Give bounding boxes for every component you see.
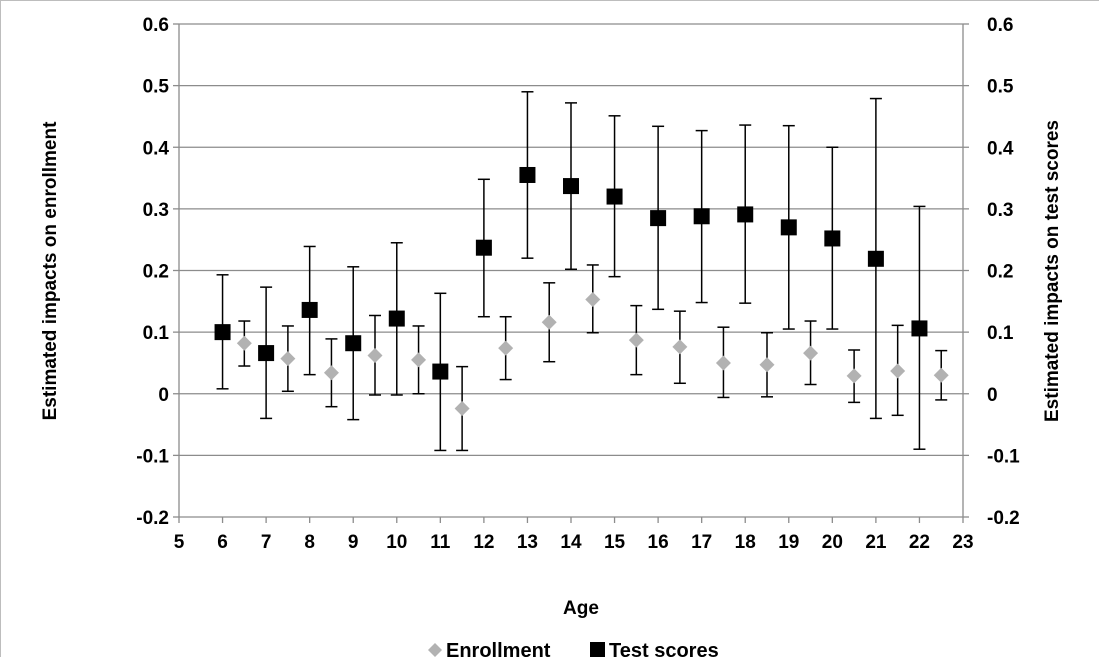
x-tick-label: 22: [909, 532, 930, 553]
y-tick-label-right: -0.2: [987, 508, 1020, 529]
enrollment-point: [846, 368, 862, 384]
test-scores-point: [432, 363, 449, 380]
y-tick-label-right: 0.3: [987, 200, 1013, 221]
test-scores-point: [345, 335, 362, 352]
x-tick-label: 14: [560, 532, 582, 553]
y-tick-label-right: 0.5: [987, 77, 1014, 98]
y-tick-label-left: -0.1: [136, 446, 169, 467]
x-tick-label: 23: [952, 532, 973, 553]
y-tick-label-right: 0.6: [987, 15, 1013, 36]
x-ticks: 5 6 7 8 9 10 11 12 13 14 15 16 17 18 19 20 21 22 23: [174, 532, 974, 553]
x-tick-label: 11: [430, 532, 451, 553]
x-tick-label: 6: [217, 532, 228, 553]
x-tick-label: 20: [822, 532, 843, 553]
x-tick-label: 15: [604, 532, 626, 553]
test-scores-point: [911, 320, 928, 337]
axes: [173, 23, 969, 523]
test-scores-point: [519, 166, 536, 183]
enrollment-point: [890, 363, 906, 379]
y-tick-label-right: 0.4: [987, 138, 1014, 159]
enrollment-point: [323, 365, 339, 381]
enrollment-point: [759, 357, 775, 373]
y-tick-label-left: 0.1: [143, 323, 170, 344]
x-tick-label: 10: [386, 532, 407, 553]
x-axis-title: Age: [563, 598, 599, 619]
y-ticks-right: -0.2 -0.1 0 0.1 0.2 0.3 0.4 0.5 0.6: [987, 15, 1020, 529]
y-tick-label-left: 0.6: [143, 15, 169, 36]
test-scores-point: [606, 188, 623, 205]
legend-test-scores-label: Test scores: [609, 640, 719, 658]
y-tick-label-right: 0: [987, 385, 998, 406]
legend-test-scores-icon: [590, 642, 605, 657]
test-scores-point: [867, 250, 884, 267]
test-scores-point: [780, 219, 797, 236]
enrollment-point: [803, 345, 819, 361]
y-tick-label-left: 0.3: [143, 200, 169, 221]
x-tick-label: 19: [778, 532, 799, 553]
y-ticks-left: -0.2 -0.1 0 0.1 0.2 0.3 0.4 0.5 0.6: [136, 15, 169, 529]
test-scores-point: [388, 310, 405, 327]
enrollment-point: [585, 291, 601, 307]
x-tick-label: 17: [691, 532, 712, 553]
x-tick-label: 16: [648, 532, 669, 553]
enrollment-point: [715, 355, 731, 371]
legend-enrollment-label: Enrollment: [446, 640, 551, 658]
enrollment-point: [672, 339, 688, 355]
test-scores-point: [563, 178, 579, 195]
enrollment-point: [411, 352, 427, 368]
y-tick-label-left: 0.2: [143, 262, 169, 283]
test-scores-point: [650, 210, 667, 227]
x-tick-label: 21: [865, 532, 887, 553]
test-scores-point: [214, 324, 231, 341]
test-scores-point: [737, 206, 754, 223]
enrollment-point: [628, 332, 644, 348]
legend-enrollment-icon: [428, 643, 442, 657]
test-scores-point: [693, 208, 710, 225]
enrollment-point: [933, 367, 949, 383]
y-tick-label-left: 0.5: [143, 77, 170, 98]
enrollment-point: [454, 401, 470, 417]
y-tick-label-left: -0.2: [136, 508, 169, 529]
y-tick-label-left: 0.4: [143, 138, 170, 159]
y-axis-title-right: Estimated impacts on test scores: [1042, 120, 1063, 422]
x-tick-label: 9: [348, 532, 359, 553]
x-tick-label: 7: [261, 532, 272, 553]
test-scores-point: [824, 230, 841, 247]
y-axis-title-left: Estimated impacts on enrollment: [40, 121, 61, 420]
test-scores-point: [475, 239, 492, 256]
enrollment-point: [498, 340, 514, 356]
gridlines: [179, 23, 963, 518]
x-tick-label: 8: [304, 532, 315, 553]
enrollment-point: [280, 351, 296, 367]
enrollment-point: [236, 335, 252, 351]
test-scores-point: [301, 301, 318, 318]
enrollment-point: [541, 314, 557, 330]
y-tick-label-right: -0.1: [987, 446, 1020, 467]
x-tick-label: 5: [174, 532, 185, 553]
test-scores-point: [258, 345, 275, 362]
enrollment-point: [367, 348, 383, 364]
x-tick-label: 13: [517, 532, 538, 553]
markers: [214, 166, 949, 417]
x-tick-label: 12: [473, 532, 494, 553]
x-tick-label: 18: [735, 532, 756, 553]
y-tick-label-left: 0: [158, 385, 169, 406]
y-tick-label-right: 0.1: [987, 323, 1014, 344]
y-tick-label-right: 0.2: [987, 262, 1013, 283]
legend: Enrollment Test scores: [428, 640, 719, 658]
